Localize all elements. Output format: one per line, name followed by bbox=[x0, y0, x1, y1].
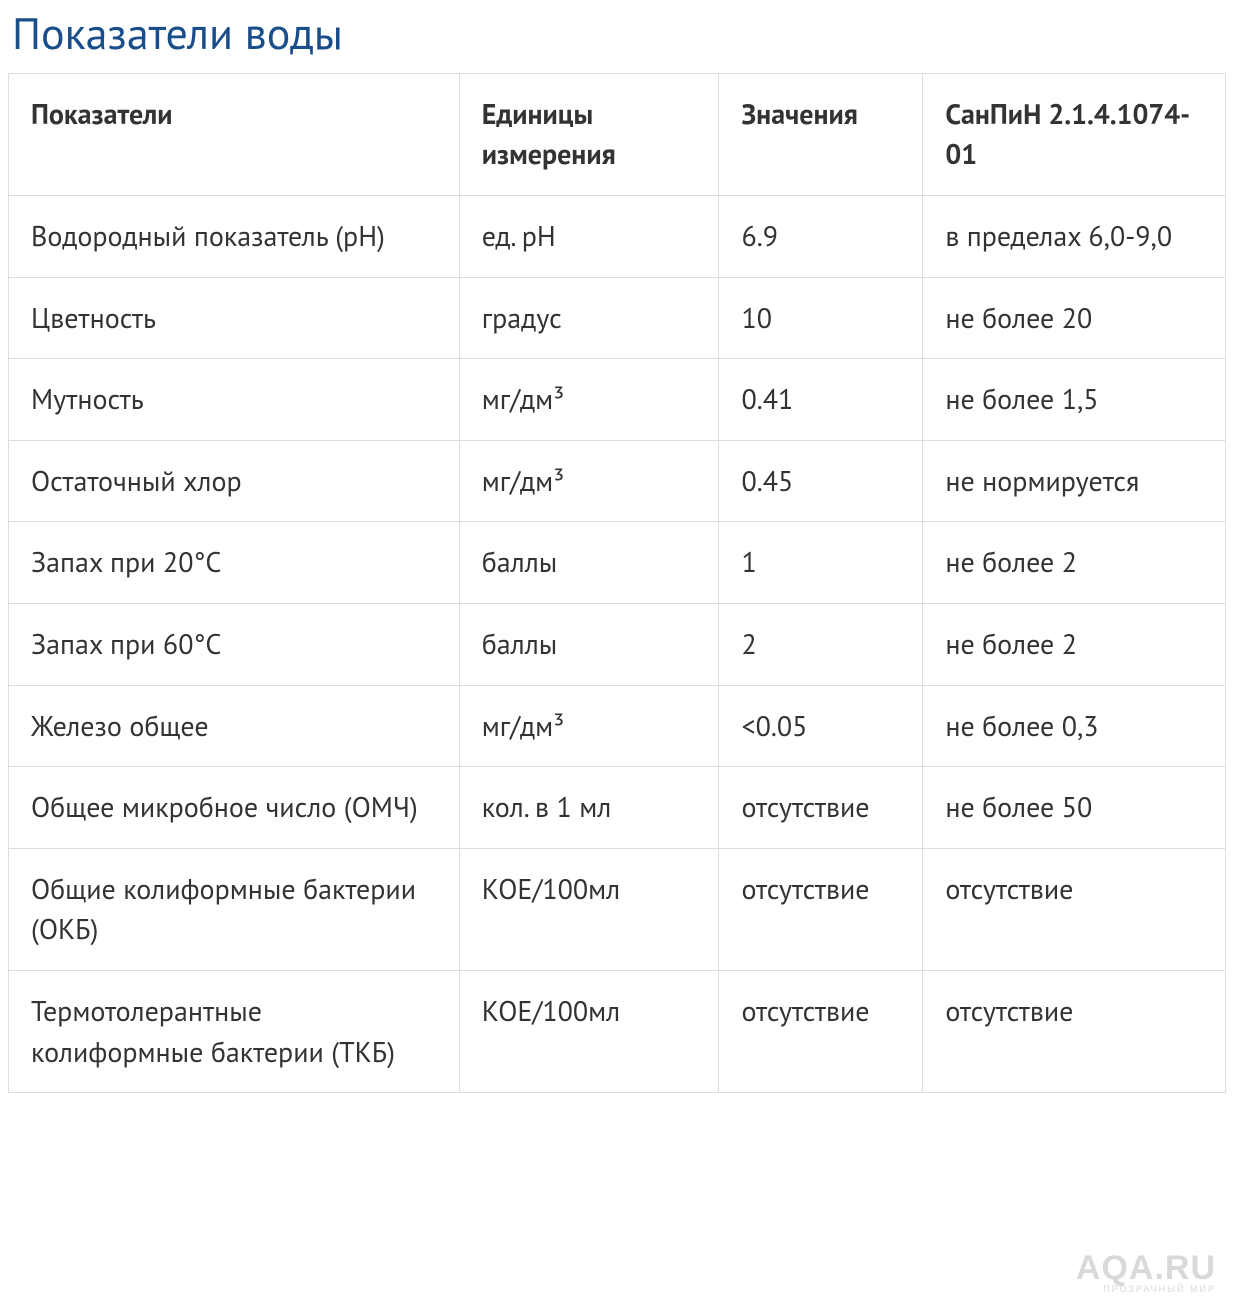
cell-indicator: Запах при 60°С bbox=[9, 603, 460, 685]
cell-unit: мг/дм³ bbox=[459, 440, 719, 522]
table-row: Запах при 20°С баллы 1 не более 2 bbox=[9, 522, 1226, 604]
cell-norm: в пределах 6,0-9,0 bbox=[923, 195, 1226, 277]
table-row: Водородный показатель (рН) ед. рН 6.9 в … bbox=[9, 195, 1226, 277]
watermark-sub: ПРОЗРАЧНЫЙ МИР bbox=[1076, 1284, 1216, 1294]
cell-norm: отсутствие bbox=[923, 970, 1226, 1092]
watermark-main: AQA.RU bbox=[1076, 1253, 1216, 1284]
cell-indicator: Мутность bbox=[9, 359, 460, 441]
cell-norm: не более 1,5 bbox=[923, 359, 1226, 441]
cell-unit: мг/дм³ bbox=[459, 685, 719, 767]
cell-indicator: Железо общее bbox=[9, 685, 460, 767]
cell-indicator: Остаточный хлор bbox=[9, 440, 460, 522]
table-row: Железо общее мг/дм³ <0.05 не более 0,3 bbox=[9, 685, 1226, 767]
col-header-unit: Единицы измерения bbox=[459, 73, 719, 195]
table-row: Мутность мг/дм³ 0.41 не более 1,5 bbox=[9, 359, 1226, 441]
cell-norm: не более 2 bbox=[923, 522, 1226, 604]
cell-unit: ед. рН bbox=[459, 195, 719, 277]
table-row: Остаточный хлор мг/дм³ 0.45 не нормирует… bbox=[9, 440, 1226, 522]
cell-value: 10 bbox=[719, 277, 923, 359]
cell-value: отсутствие bbox=[719, 767, 923, 849]
cell-indicator: Цветность bbox=[9, 277, 460, 359]
table-row: Общее микробное число (ОМЧ) кол. в 1 мл … bbox=[9, 767, 1226, 849]
page-title: Показатели воды bbox=[12, 8, 1226, 61]
cell-value: 0.41 bbox=[719, 359, 923, 441]
cell-norm: не более 2 bbox=[923, 603, 1226, 685]
cell-norm: не более 0,3 bbox=[923, 685, 1226, 767]
cell-indicator: Водородный показатель (рН) bbox=[9, 195, 460, 277]
table-header-row: Показатели Единицы измерения Значения Са… bbox=[9, 73, 1226, 195]
cell-value: <0.05 bbox=[719, 685, 923, 767]
cell-unit: градус bbox=[459, 277, 719, 359]
cell-value: 6.9 bbox=[719, 195, 923, 277]
cell-norm: не нормируется bbox=[923, 440, 1226, 522]
cell-norm: отсутствие bbox=[923, 848, 1226, 970]
col-header-value: Значения bbox=[719, 73, 923, 195]
col-header-indicator: Показатели bbox=[9, 73, 460, 195]
cell-unit: мг/дм³ bbox=[459, 359, 719, 441]
cell-unit: баллы bbox=[459, 522, 719, 604]
table-row: Термотолерантные колиформные бактерии (Т… bbox=[9, 970, 1226, 1092]
table-row: Общие колиформные бактерии (ОКБ) КОЕ/100… bbox=[9, 848, 1226, 970]
cell-unit: кол. в 1 мл bbox=[459, 767, 719, 849]
cell-norm: не более 50 bbox=[923, 767, 1226, 849]
cell-indicator: Термотолерантные колиформные бактерии (Т… bbox=[9, 970, 460, 1092]
cell-indicator: Общее микробное число (ОМЧ) bbox=[9, 767, 460, 849]
cell-indicator: Общие колиформные бактерии (ОКБ) bbox=[9, 848, 460, 970]
table-row: Запах при 60°С баллы 2 не более 2 bbox=[9, 603, 1226, 685]
table-row: Цветность градус 10 не более 20 bbox=[9, 277, 1226, 359]
cell-unit: КОЕ/100мл bbox=[459, 848, 719, 970]
table-body: Водородный показатель (рН) ед. рН 6.9 в … bbox=[9, 195, 1226, 1092]
cell-norm: не более 20 bbox=[923, 277, 1226, 359]
col-header-norm: СанПиН 2.1.4.1074-01 bbox=[923, 73, 1226, 195]
cell-value: отсутствие bbox=[719, 970, 923, 1092]
cell-indicator: Запах при 20°С bbox=[9, 522, 460, 604]
cell-value: 1 bbox=[719, 522, 923, 604]
cell-value: 2 bbox=[719, 603, 923, 685]
watermark: AQA.RU ПРОЗРАЧНЫЙ МИР bbox=[1076, 1253, 1216, 1294]
cell-unit: баллы bbox=[459, 603, 719, 685]
cell-value: отсутствие bbox=[719, 848, 923, 970]
water-indicators-table: Показатели Единицы измерения Значения Са… bbox=[8, 73, 1226, 1093]
cell-value: 0.45 bbox=[719, 440, 923, 522]
cell-unit: КОЕ/100мл bbox=[459, 970, 719, 1092]
